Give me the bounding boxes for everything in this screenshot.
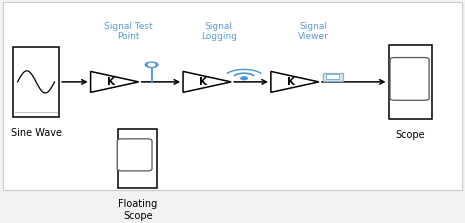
FancyBboxPatch shape <box>388 45 432 119</box>
FancyBboxPatch shape <box>326 74 339 79</box>
Text: Signal Test
Point: Signal Test Point <box>104 22 153 41</box>
FancyBboxPatch shape <box>323 73 343 81</box>
Text: Floating
Scope: Floating Scope <box>118 199 157 221</box>
Text: K: K <box>287 77 295 87</box>
Text: Signal
Viewer: Signal Viewer <box>298 22 329 41</box>
FancyBboxPatch shape <box>390 58 429 100</box>
Polygon shape <box>271 71 319 92</box>
Circle shape <box>148 63 155 66</box>
Polygon shape <box>183 71 231 92</box>
Polygon shape <box>91 71 139 92</box>
FancyBboxPatch shape <box>117 139 152 171</box>
FancyBboxPatch shape <box>13 47 59 117</box>
Text: K: K <box>199 77 207 87</box>
Text: Sine Wave: Sine Wave <box>11 128 61 138</box>
Circle shape <box>241 77 247 80</box>
Text: Scope: Scope <box>396 130 425 140</box>
FancyBboxPatch shape <box>118 129 157 188</box>
Text: Signal
Logging: Signal Logging <box>200 22 237 41</box>
Text: K: K <box>107 77 115 87</box>
FancyBboxPatch shape <box>2 2 463 190</box>
Circle shape <box>145 62 158 68</box>
